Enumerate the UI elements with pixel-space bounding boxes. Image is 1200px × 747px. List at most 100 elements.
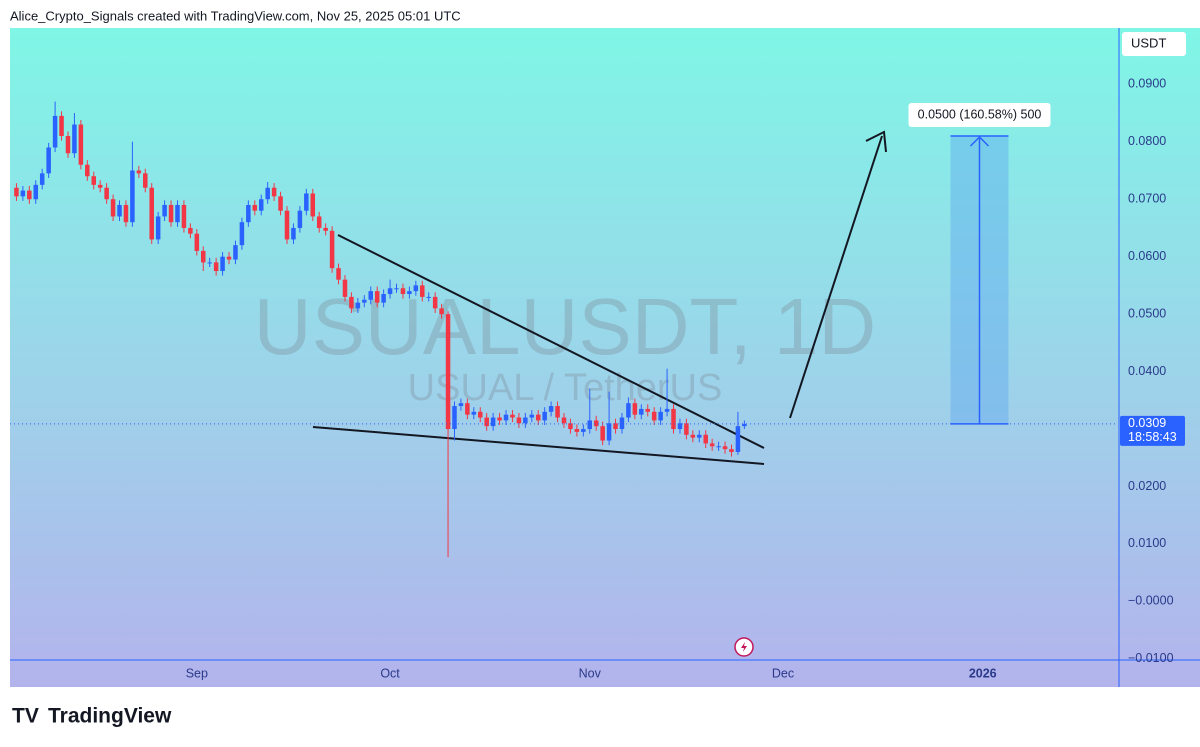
candle-body [497, 417, 502, 421]
candle-body [445, 314, 451, 430]
candle-body [252, 204, 258, 211]
candle-body [149, 187, 154, 240]
candle-body [645, 408, 650, 412]
y-tick-label: 0.0700 [1128, 192, 1166, 206]
candle-body [394, 288, 399, 290]
candle-body [258, 199, 264, 211]
candle-body [72, 124, 77, 154]
candle-body [703, 434, 708, 444]
candle-body [664, 408, 670, 412]
candle-body [194, 233, 200, 251]
candle-body [658, 411, 663, 421]
candle-body [439, 308, 444, 315]
candle-body [97, 184, 103, 188]
candle-body [368, 291, 373, 300]
y-tick-label: 0.0500 [1128, 306, 1166, 320]
candle-body [52, 115, 58, 148]
y-tick-label: −0.0100 [1128, 651, 1174, 665]
candle-body [362, 299, 367, 303]
candle-body [407, 291, 412, 295]
candle-body [355, 302, 361, 309]
candle-body [548, 406, 554, 412]
candle-body [478, 411, 483, 418]
candle-body [452, 406, 457, 430]
candle-body [529, 414, 535, 418]
candle-body [381, 294, 386, 303]
candle-body [239, 222, 245, 246]
candle-body [555, 406, 560, 418]
candle-body [65, 136, 71, 154]
candle-body [690, 434, 696, 438]
candle-body [85, 164, 90, 177]
candle-body [226, 256, 232, 260]
candle-body [297, 210, 303, 228]
candle-body [722, 446, 728, 450]
candle-body [420, 285, 425, 297]
candle-body [729, 449, 734, 453]
candle-body [600, 426, 605, 441]
candle-body [587, 420, 593, 430]
candle-body [606, 423, 612, 441]
candle-body [91, 176, 96, 185]
brand: TradingView [48, 705, 172, 728]
candle-body [697, 434, 702, 438]
candle-body [110, 199, 116, 217]
candle-body [27, 190, 32, 200]
candle-body [181, 204, 187, 228]
candle-body [213, 262, 219, 272]
candle-body [471, 411, 477, 415]
y-tick-label: 0.0100 [1128, 536, 1166, 550]
x-tick-label: Sep [186, 666, 208, 680]
x-tick-label: Oct [380, 666, 400, 680]
drawings [312, 130, 887, 465]
candle-body [593, 420, 599, 427]
candle-body [246, 204, 251, 223]
candle-body [265, 187, 270, 200]
candle-body [46, 147, 51, 174]
candle-body [349, 296, 354, 309]
candle-body [162, 204, 167, 217]
candle-body [316, 216, 322, 228]
candle-body [742, 423, 747, 427]
watermark-symbol: USUALUSDT, 1D [254, 282, 876, 371]
candle-body [278, 196, 283, 211]
candles [14, 101, 747, 558]
candle-body [568, 423, 573, 430]
candle-body [490, 417, 496, 427]
candle-body [130, 170, 135, 223]
candle-body [458, 403, 464, 407]
candle-body [220, 256, 225, 272]
candle-body [143, 173, 148, 188]
candle-body [432, 296, 438, 309]
candle-body [136, 170, 142, 174]
candle-body [304, 193, 309, 211]
last-price-label: 0.0309 [1128, 416, 1166, 430]
candle-body [117, 204, 122, 217]
candle-body [233, 245, 238, 260]
trend-line [312, 426, 765, 465]
candle-body [632, 403, 638, 415]
y-tick-label: 0.0800 [1128, 134, 1166, 148]
candle-body [188, 227, 193, 234]
candle-body [175, 204, 180, 223]
candle-body [14, 187, 19, 197]
trend-line [337, 234, 765, 449]
candle-body [374, 291, 380, 303]
candle-body [735, 426, 741, 453]
candle-body [104, 187, 109, 200]
logo-mark: TV [12, 705, 39, 728]
candle-body [310, 193, 316, 217]
plot-background [10, 28, 1200, 687]
candle-body [523, 417, 528, 424]
candle-body [516, 417, 522, 424]
x-tick-label: Nov [579, 666, 602, 680]
candle-body [20, 190, 26, 197]
candle-body [78, 124, 84, 165]
candle-body [671, 408, 676, 430]
candle-body [336, 268, 341, 280]
candle-body [284, 210, 290, 240]
candle-body [155, 216, 161, 240]
candle-body [535, 414, 541, 421]
arrow-head [865, 130, 887, 153]
